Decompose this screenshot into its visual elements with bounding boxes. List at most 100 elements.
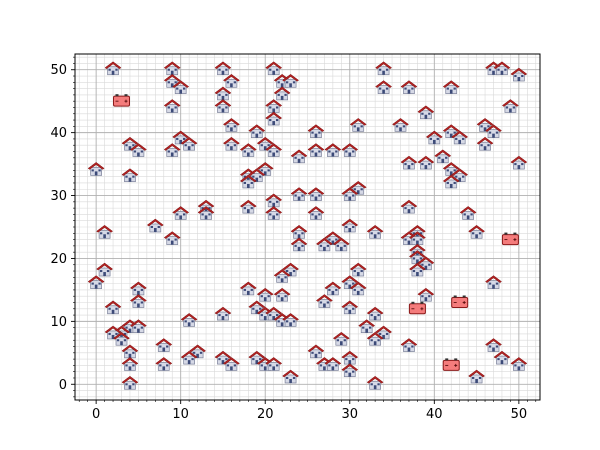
house-icon xyxy=(341,300,359,315)
house-icon xyxy=(349,281,367,296)
house-icon xyxy=(155,357,173,371)
house-icon xyxy=(121,168,139,183)
house-icon xyxy=(129,143,147,157)
house-icon xyxy=(248,124,266,138)
house-icon xyxy=(197,206,215,220)
house-icon xyxy=(121,136,139,151)
house-icon xyxy=(104,325,122,340)
house-icon xyxy=(214,350,232,365)
house-icon xyxy=(163,99,181,113)
house-icon xyxy=(476,118,494,132)
house-icon xyxy=(341,143,359,157)
house-icon xyxy=(307,344,325,359)
house-icon xyxy=(493,61,511,76)
house-icon xyxy=(265,61,283,76)
house-icon xyxy=(307,124,325,138)
house-icon xyxy=(180,313,198,327)
house-icon xyxy=(282,313,300,327)
house-icon xyxy=(104,300,122,315)
house-icon xyxy=(282,73,300,88)
house-icon xyxy=(290,237,308,252)
house-icon xyxy=(501,99,519,113)
house-icon xyxy=(129,319,147,334)
house-icon xyxy=(408,262,426,277)
battery-icon xyxy=(113,94,130,107)
house-icon xyxy=(332,237,350,252)
y-tick-label: 30 xyxy=(50,189,67,204)
house-icon xyxy=(307,206,325,220)
house-icon xyxy=(315,237,333,252)
house-icon xyxy=(358,319,376,334)
house-icon xyxy=(476,136,494,151)
house-icon xyxy=(129,294,147,308)
house-icon xyxy=(282,369,300,384)
house-icon xyxy=(315,294,333,308)
house-icon xyxy=(265,143,283,157)
house-icon xyxy=(248,300,266,315)
y-tick-label: 50 xyxy=(50,63,67,78)
minor-grid xyxy=(75,54,540,400)
house-icon xyxy=(366,306,384,321)
house-icon xyxy=(121,357,139,371)
house-icon xyxy=(485,124,502,138)
house-icon xyxy=(239,143,257,157)
house-icon xyxy=(214,61,232,76)
house-icon xyxy=(408,231,426,245)
house-icon xyxy=(273,86,291,101)
major-grid xyxy=(75,54,540,400)
house-icon xyxy=(349,262,367,277)
house-icon xyxy=(468,369,486,384)
x-tick-label: 0 xyxy=(92,407,100,422)
house-icon xyxy=(155,338,173,352)
house-icon xyxy=(485,275,502,289)
house-icon xyxy=(163,73,181,88)
house-icon xyxy=(121,375,139,390)
house-icon xyxy=(366,375,384,390)
house-icon xyxy=(417,256,435,271)
house-icon xyxy=(273,287,291,302)
house-icon xyxy=(442,80,460,94)
house-icon xyxy=(341,218,359,233)
battery-icon xyxy=(451,295,469,308)
house-icon xyxy=(341,363,359,378)
house-icon xyxy=(485,338,502,352)
y-tick-label: 20 xyxy=(50,252,67,267)
house-icon xyxy=(324,143,342,157)
x-tick-label: 40 xyxy=(426,407,443,422)
house-icon xyxy=(239,281,257,296)
house-icon xyxy=(87,162,105,176)
house-icon xyxy=(425,130,443,145)
axis-ticks: 0 10 20 30 40 50 0 10 20 30 40 50 xyxy=(50,56,537,422)
house-icon xyxy=(375,325,393,340)
house-icon xyxy=(248,168,266,183)
house-icon xyxy=(417,287,435,302)
battery-icon xyxy=(408,301,426,315)
house-icon xyxy=(341,350,359,365)
house-icon xyxy=(349,118,367,132)
house-icon xyxy=(172,80,190,94)
y-tick-label: 40 xyxy=(50,126,67,141)
x-tick-label: 20 xyxy=(257,407,274,422)
house-icon xyxy=(87,275,105,289)
house-icon xyxy=(256,287,274,302)
house-icon xyxy=(163,143,181,157)
house-icon xyxy=(332,331,350,346)
house-icon xyxy=(510,357,528,371)
house-icon xyxy=(121,344,139,359)
house-icon xyxy=(366,224,384,239)
house-icon xyxy=(307,187,325,201)
house-icon xyxy=(324,357,342,371)
house-icon xyxy=(341,275,359,289)
house-icon xyxy=(222,73,240,88)
house-icon xyxy=(400,338,418,352)
house-icon xyxy=(375,61,393,76)
y-tick-label: 10 xyxy=(50,315,67,330)
house-icon xyxy=(222,136,240,151)
house-icon xyxy=(265,357,283,371)
y-tick-label: 0 xyxy=(59,378,67,393)
house-icon xyxy=(96,224,114,239)
house-icon xyxy=(239,174,257,189)
house-icon xyxy=(307,143,325,157)
house-icon xyxy=(265,111,283,126)
